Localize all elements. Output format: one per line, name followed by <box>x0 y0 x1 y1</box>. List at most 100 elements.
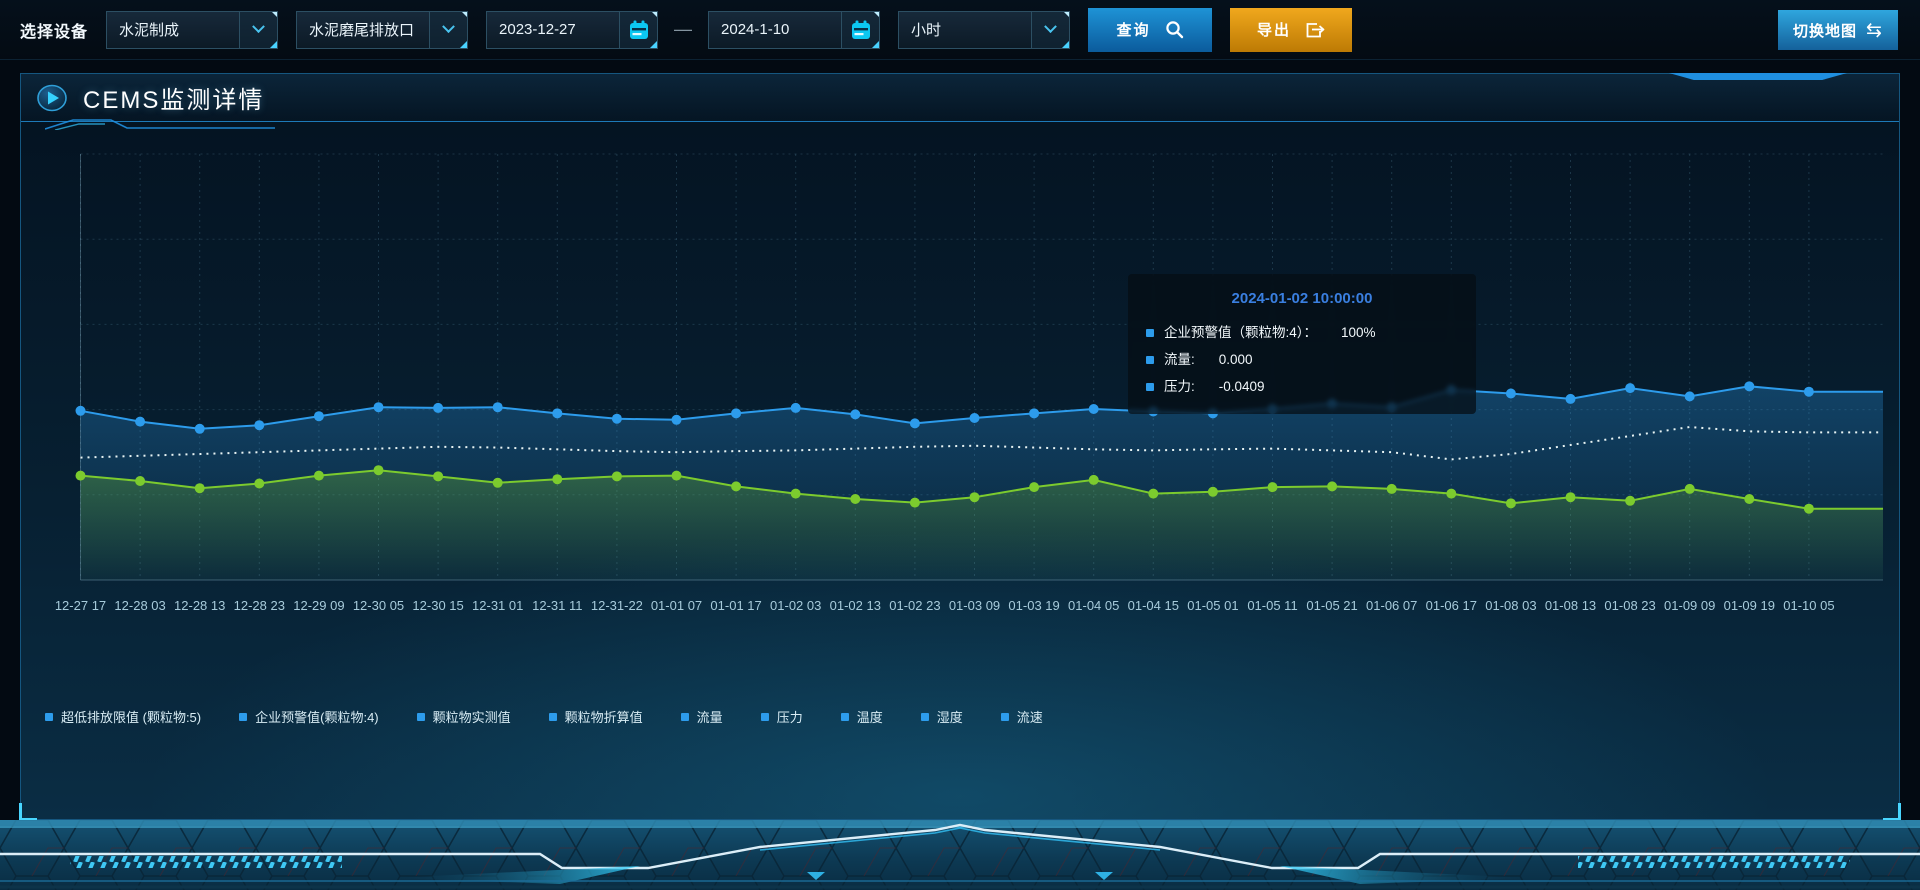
data-point[interactable] <box>1148 488 1159 499</box>
data-point[interactable] <box>194 483 205 494</box>
export-button[interactable]: 导出 <box>1230 7 1353 52</box>
data-point[interactable] <box>1029 408 1040 419</box>
outlet-select-dropdown-box[interactable] <box>429 11 468 48</box>
switch-map-button[interactable]: 切换地图 ⇆ <box>1778 10 1898 50</box>
calendar-icon <box>629 20 648 39</box>
data-point[interactable] <box>1803 503 1814 514</box>
end-date-calendar-box[interactable] <box>841 11 880 48</box>
data-point[interactable] <box>135 476 146 486</box>
data-point[interactable] <box>850 494 861 504</box>
series-line-1 <box>80 425 1883 461</box>
legend-item[interactable]: 企业预警值(颗粒物:4) <box>239 707 379 726</box>
data-point[interactable] <box>492 402 503 413</box>
chart-area[interactable]: 12-27 17 12-28 03 12-28 13 12-28 23 12-29 09… <box>35 148 1883 693</box>
x-axis-label: 01-06 17 <box>1426 598 1477 613</box>
cems-detail-panel: CEMS监测详情 12-27 17 12-28 03 12-28 13 12-28 2… <box>19 73 1901 821</box>
data-point[interactable] <box>373 465 384 476</box>
data-point[interactable] <box>492 477 503 488</box>
export-icon <box>1306 22 1325 37</box>
legend-item[interactable]: 颗粒物实测值 <box>416 707 511 726</box>
legend-item[interactable]: 温度 <box>840 707 883 726</box>
data-point[interactable] <box>969 492 980 503</box>
data-point[interactable] <box>1565 393 1576 404</box>
interval-select[interactable]: 小时 <box>898 10 1071 49</box>
data-point[interactable] <box>1684 483 1695 494</box>
data-point[interactable] <box>552 474 563 485</box>
data-point[interactable] <box>1625 383 1636 394</box>
data-point[interactable] <box>1803 386 1814 397</box>
process-select-dropdown-box[interactable] <box>239 11 278 48</box>
data-point[interactable] <box>1625 495 1636 506</box>
data-point[interactable] <box>313 411 324 422</box>
data-point[interactable] <box>313 470 324 481</box>
data-point[interactable] <box>671 414 682 425</box>
data-point[interactable] <box>850 409 861 420</box>
query-button[interactable]: 查询 <box>1088 7 1213 52</box>
data-point[interactable] <box>1207 486 1218 497</box>
data-point[interactable] <box>909 418 920 429</box>
data-point[interactable] <box>75 470 86 481</box>
start-date-picker[interactable]: 2023-12-27 <box>486 10 659 49</box>
data-point[interactable] <box>552 408 563 419</box>
end-date-picker[interactable]: 2024-1-10 <box>708 10 881 49</box>
legend-marker <box>239 712 248 721</box>
cems-trend-chart[interactable]: 12-27 17 12-28 03 12-28 13 12-28 23 12-29 09… <box>35 148 1883 693</box>
tooltip-rows: 企业预警值（颗粒物:4）： 100% 流量: 0.000 压力: -0.0409 <box>1146 319 1458 400</box>
tooltip-row-label: 压力: <box>1164 379 1195 394</box>
legend-item[interactable]: 湿度 <box>920 707 963 726</box>
data-point[interactable] <box>1684 391 1695 402</box>
data-point[interactable] <box>1446 488 1457 499</box>
legend-item[interactable]: 颗粒物折算值 <box>548 707 643 726</box>
data-point[interactable] <box>1327 481 1338 492</box>
panel-title: CEMS监测详情 <box>83 87 265 114</box>
data-point[interactable] <box>790 488 801 499</box>
series-area-2 <box>80 470 1883 580</box>
interval-select-dropdown-box[interactable] <box>1031 11 1070 48</box>
toolbar: 选择设备 水泥制成 水泥磨尾排放口 2023-12-27 — 2024-1-10 <box>0 0 1920 60</box>
data-point[interactable] <box>433 402 444 413</box>
data-point[interactable] <box>1565 492 1576 503</box>
start-date-calendar-box[interactable] <box>619 11 658 48</box>
data-point[interactable] <box>254 478 265 489</box>
legend-item[interactable]: 流速 <box>1000 707 1043 726</box>
data-point[interactable] <box>135 416 146 427</box>
data-point[interactable] <box>254 420 265 431</box>
data-point[interactable] <box>1029 482 1040 493</box>
data-point[interactable] <box>611 471 622 482</box>
data-point[interactable] <box>1088 474 1099 485</box>
panel-header: CEMS监测详情 <box>21 73 1899 130</box>
play-icon <box>37 84 67 111</box>
x-axis-label: 12-30 05 <box>353 598 404 613</box>
process-select[interactable]: 水泥制成 <box>106 10 279 49</box>
data-point[interactable] <box>1505 498 1516 509</box>
data-point[interactable] <box>373 402 384 413</box>
data-point[interactable] <box>194 423 205 434</box>
x-axis-label: 01-05 11 <box>1247 598 1297 613</box>
legend-item[interactable]: 流量 <box>680 707 723 726</box>
data-point[interactable] <box>1744 381 1755 392</box>
data-point[interactable] <box>433 471 444 482</box>
query-button-label: 查询 <box>1116 22 1151 39</box>
data-point[interactable] <box>790 402 801 413</box>
legend-marker <box>680 712 689 721</box>
tooltip-row: 流量: 0.000 <box>1146 346 1458 373</box>
data-point[interactable] <box>1267 482 1278 493</box>
legend-marker <box>760 712 769 721</box>
data-point[interactable] <box>731 408 742 419</box>
data-point[interactable] <box>611 413 622 424</box>
data-point[interactable] <box>75 405 86 416</box>
data-point[interactable] <box>731 481 742 492</box>
data-point[interactable] <box>909 497 920 508</box>
data-point[interactable] <box>1088 404 1099 414</box>
data-point[interactable] <box>1744 494 1755 504</box>
data-point[interactable] <box>1386 483 1397 494</box>
data-point[interactable] <box>671 470 682 481</box>
tooltip-row-value: -0.0409 <box>1218 379 1265 394</box>
legend-label: 超低排放限值 (颗粒物:5) <box>61 710 202 725</box>
data-point[interactable] <box>1505 388 1516 399</box>
legend-item[interactable]: 压力 <box>760 707 803 726</box>
tooltip-row-label: 企业预警值（颗粒物:4）： <box>1164 325 1318 340</box>
data-point[interactable] <box>969 413 980 423</box>
legend-item[interactable]: 超低排放限值 (颗粒物:5) <box>45 707 201 726</box>
outlet-select[interactable]: 水泥磨尾排放口 <box>296 10 469 49</box>
